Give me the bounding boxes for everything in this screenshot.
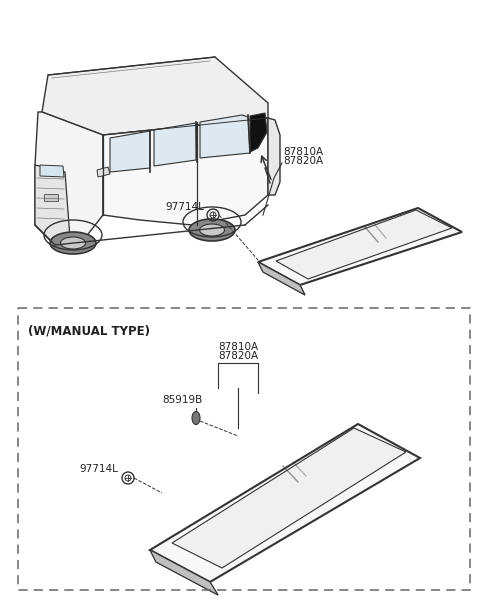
Ellipse shape: [192, 412, 200, 424]
FancyBboxPatch shape: [44, 194, 58, 201]
Polygon shape: [35, 165, 70, 245]
Ellipse shape: [60, 237, 85, 249]
Text: 87820A: 87820A: [218, 351, 258, 361]
Ellipse shape: [189, 219, 235, 241]
Polygon shape: [103, 118, 268, 225]
Polygon shape: [42, 57, 268, 135]
Polygon shape: [40, 165, 64, 177]
Text: (W/MANUAL TYPE): (W/MANUAL TYPE): [28, 324, 150, 337]
Polygon shape: [200, 115, 250, 158]
Text: 85919B: 85919B: [162, 395, 202, 405]
Text: 97714L: 97714L: [79, 464, 118, 474]
Polygon shape: [172, 428, 406, 568]
Text: 97714L: 97714L: [165, 202, 204, 212]
Text: 87820A: 87820A: [283, 156, 323, 166]
Polygon shape: [97, 167, 110, 177]
Polygon shape: [250, 113, 267, 152]
Ellipse shape: [50, 232, 96, 254]
Polygon shape: [150, 550, 218, 595]
Text: 87810A: 87810A: [283, 147, 323, 157]
Polygon shape: [150, 424, 420, 582]
Polygon shape: [258, 262, 305, 295]
Polygon shape: [154, 123, 196, 166]
Polygon shape: [110, 131, 150, 172]
Ellipse shape: [200, 224, 225, 236]
Text: 87810A: 87810A: [218, 342, 258, 352]
Polygon shape: [276, 210, 452, 279]
Polygon shape: [258, 208, 462, 285]
Polygon shape: [150, 550, 218, 595]
Polygon shape: [268, 118, 280, 195]
Polygon shape: [258, 262, 305, 295]
Polygon shape: [35, 112, 103, 245]
